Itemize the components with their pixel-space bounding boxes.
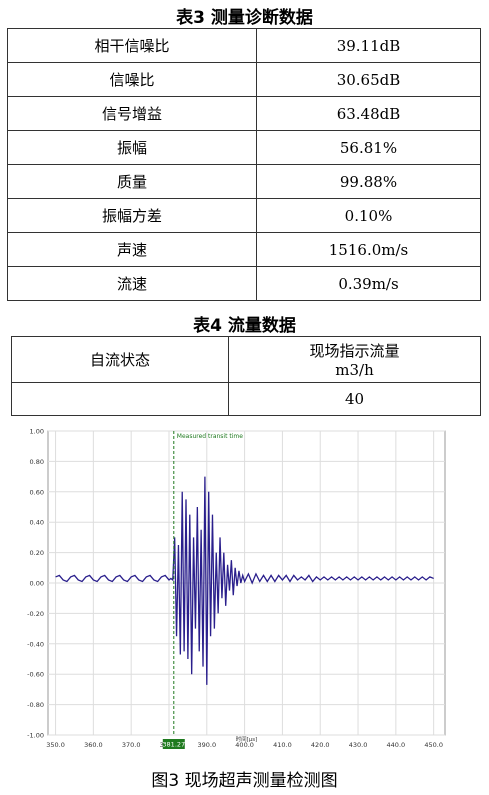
y-tick-label: 0.00 [30,580,44,588]
diag-table: 相干信噪比 39.11dB 信噪比 30.65dB 信号增益 63.48dB 振幅 56.81… [7,28,481,301]
y-tick-label: 0.20 [30,549,44,557]
flow-table: 自流状态 现场指示流量 m3/h 40 [11,336,481,416]
row: 声速 1516.0m/s [7,232,481,267]
marker-annotation: Measured transit time [177,433,243,440]
y-tick-label: 0.60 [30,488,44,496]
row: 相干信噪比 39.11dB [7,28,481,63]
y-tick-label: -0.60 [27,671,44,679]
table-title: 表4 流量数据 [193,316,296,336]
table-title: 表3 测量诊断数据 [176,8,313,28]
cell: 信噪比 [7,62,257,97]
cell: 声速 [7,232,257,267]
caption: 图3 现场超声测量检测图 [151,771,338,791]
cell: 63.48dB [256,96,481,131]
x-tick-label: 400.0 [235,741,254,749]
x-tick-label: 440.0 [387,741,406,749]
y-tick-label: 1.00 [30,428,44,436]
cell: 相干信噪比 [7,28,257,63]
cell: 39.11dB [256,28,481,63]
cell: 振幅 [7,130,257,165]
x-tick-label: 370.0 [122,741,141,749]
cell: 质量 [7,164,257,199]
x-tick-label: 410.0 [273,741,292,749]
x-tick-label: 450.0 [424,741,443,749]
cell: 0.10% [256,198,481,233]
cell: 30.65dB [256,62,481,97]
row: 流速 0.39m/s [7,266,481,301]
cell-line: 现场指示流量 [309,342,400,360]
waveform [55,476,434,685]
cell: 40 [228,382,481,416]
cell: 信号增益 [7,96,257,131]
cell-line: m3/h [335,361,374,379]
cell [11,382,229,416]
row: 信号增益 63.48dB [7,96,481,131]
cell: 56.81% [256,130,481,165]
cell: 振幅方差 [7,198,257,233]
chart: -1.00 -0.80 -0.60 -0.40 -0.20 0.00 0.20 0.40 0.6… [27,428,446,749]
x-tick-label: 350.0 [46,741,65,749]
x-tick-label: 430.0 [349,741,368,749]
x-axis-label: 时间[μs] [236,735,258,743]
cell: 现场指示流量 m3/h [228,336,481,383]
cell: 流速 [7,266,257,301]
y-tick-label: -0.40 [27,640,44,648]
x-tick-label: 390.0 [197,741,216,749]
row: 信噪比 30.65dB [7,62,481,97]
y-tick-label: 0.80 [30,458,44,466]
x-tick-label: 360.0 [84,741,103,749]
row: 振幅方差 0.10% [7,198,481,233]
y-tick-label: -0.20 [27,610,44,618]
cell: 0.39m/s [256,266,481,301]
cell: 自流状态 [11,336,229,383]
y-tick-label: -0.80 [27,701,44,709]
y-tick-label: 0.40 [30,519,44,527]
marker-label: 381.27 [162,741,185,749]
row: 质量 99.88% [7,164,481,199]
x-tick-label: 420.0 [311,741,330,749]
row: 振幅 56.81% [7,130,481,165]
y-tick-label: -1.00 [27,732,44,740]
marker-badge [162,739,185,749]
cell: 1516.0m/s [256,232,481,267]
cell: 99.88% [256,164,481,199]
